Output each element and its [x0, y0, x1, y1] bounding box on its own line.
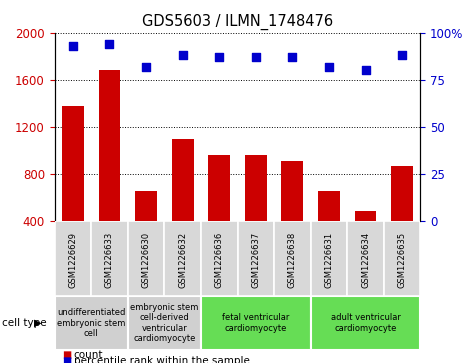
Text: GSM1226634: GSM1226634	[361, 232, 370, 288]
Text: GSM1226636: GSM1226636	[215, 232, 224, 288]
Bar	[62, 106, 84, 269]
Text: GSM1226635: GSM1226635	[398, 232, 407, 288]
Bar	[311, 221, 347, 296]
Bar	[208, 155, 230, 269]
Point	[325, 64, 332, 70]
Bar	[311, 296, 420, 350]
Text: cell type: cell type	[2, 318, 47, 328]
Text: ■: ■	[62, 350, 71, 360]
Bar	[347, 221, 384, 296]
Text: undifferentiated
embryonic stem
cell: undifferentiated embryonic stem cell	[57, 308, 125, 338]
Bar	[164, 221, 201, 296]
Bar	[201, 221, 238, 296]
Bar	[274, 221, 311, 296]
Text: GSM1226629: GSM1226629	[68, 232, 77, 288]
Bar	[128, 296, 201, 350]
Bar	[354, 211, 377, 269]
Bar	[281, 161, 304, 269]
Point	[69, 43, 77, 49]
Text: GSM1226633: GSM1226633	[105, 232, 114, 288]
Bar	[391, 166, 413, 269]
Bar	[55, 296, 128, 350]
Text: GSM1226637: GSM1226637	[251, 232, 260, 288]
Text: GSM1226631: GSM1226631	[324, 232, 333, 288]
Bar	[98, 70, 121, 269]
Bar	[135, 191, 157, 269]
Point	[362, 68, 370, 73]
Bar	[238, 221, 274, 296]
Point	[289, 54, 296, 60]
Bar	[201, 296, 311, 350]
Bar	[245, 155, 267, 269]
Text: GSM1226632: GSM1226632	[178, 232, 187, 288]
Title: GDS5603 / ILMN_1748476: GDS5603 / ILMN_1748476	[142, 14, 333, 30]
Bar	[171, 139, 194, 269]
Bar	[318, 191, 340, 269]
Text: fetal ventricular
cardiomyocyte: fetal ventricular cardiomyocyte	[222, 313, 289, 333]
Text: embryonic stem
cell-derived
ventricular
cardiomyocyte: embryonic stem cell-derived ventricular …	[130, 303, 199, 343]
Bar	[384, 221, 420, 296]
Point	[398, 52, 406, 58]
Text: ▶: ▶	[34, 318, 42, 328]
Bar	[91, 221, 128, 296]
Text: ■: ■	[62, 356, 71, 363]
Text: count: count	[74, 350, 103, 360]
Text: percentile rank within the sample: percentile rank within the sample	[74, 356, 249, 363]
Bar	[55, 221, 91, 296]
Point	[252, 54, 259, 60]
Text: adult ventricular
cardiomyocyte: adult ventricular cardiomyocyte	[331, 313, 400, 333]
Point	[216, 54, 223, 60]
Text: GSM1226638: GSM1226638	[288, 232, 297, 288]
Point	[179, 52, 186, 58]
Text: GSM1226630: GSM1226630	[142, 232, 151, 288]
Point	[105, 41, 113, 47]
Bar	[128, 221, 164, 296]
Point	[142, 64, 150, 70]
